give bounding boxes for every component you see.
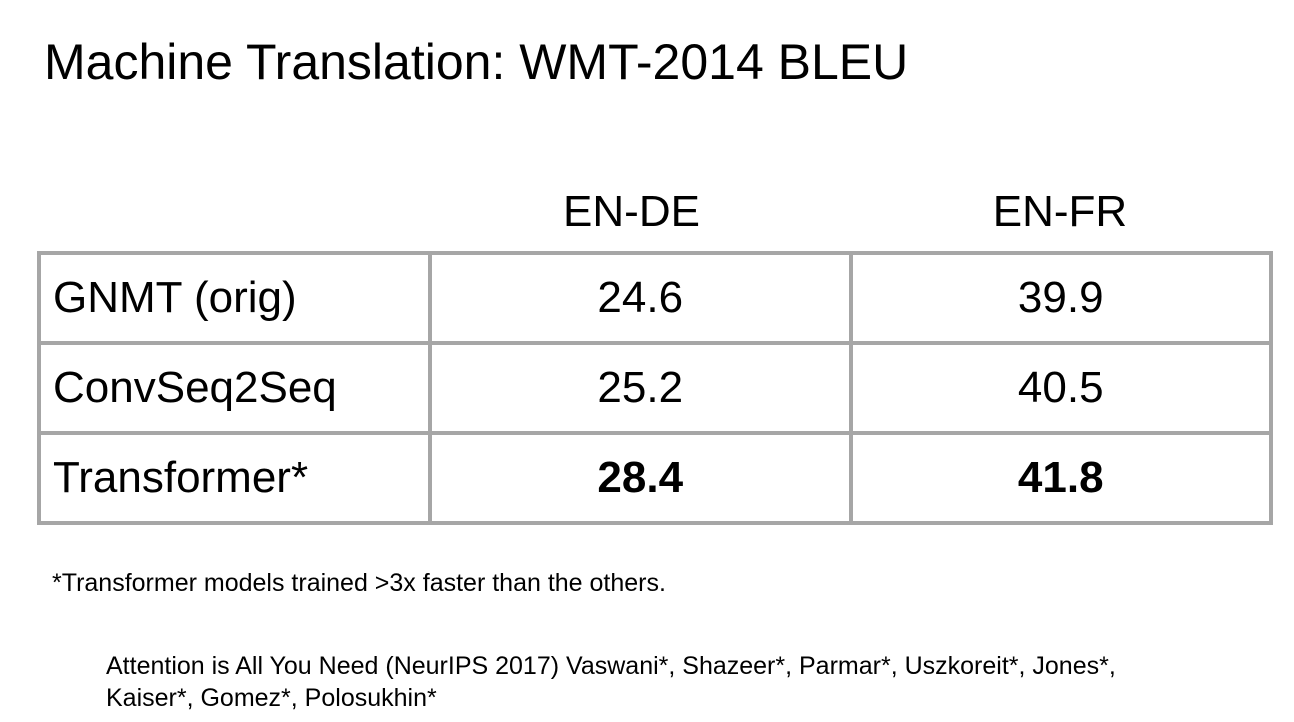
table-row: ConvSeq2Seq 25.2 40.5 xyxy=(37,341,1273,435)
score-en-de: 24.6 xyxy=(428,251,853,345)
score-en-fr: 40.5 xyxy=(848,341,1273,435)
score-en-fr: 39.9 xyxy=(848,251,1273,345)
model-name: ConvSeq2Seq xyxy=(37,341,432,435)
score-en-fr: 41.8 xyxy=(848,431,1273,525)
slide-title: Machine Translation: WMT-2014 BLEU xyxy=(44,34,909,90)
table-row: GNMT (orig) 24.6 39.9 xyxy=(37,251,1273,345)
column-header-en-fr: EN-FR xyxy=(992,187,1128,236)
footnote: *Transformer models trained >3x faster t… xyxy=(52,569,666,597)
column-header-en-de: EN-DE xyxy=(563,187,700,236)
results-table: GNMT (orig) 24.6 39.9 ConvSeq2Seq 25.2 4… xyxy=(37,251,1273,525)
score-en-de: 25.2 xyxy=(428,341,853,435)
score-en-de: 28.4 xyxy=(428,431,853,525)
paper-citation: Attention is All You Need (NeurIPS 2017)… xyxy=(106,652,1116,712)
model-name: GNMT (orig) xyxy=(37,251,432,345)
model-name: Transformer* xyxy=(37,431,432,525)
table-row: Transformer* 28.4 41.8 xyxy=(37,431,1273,525)
